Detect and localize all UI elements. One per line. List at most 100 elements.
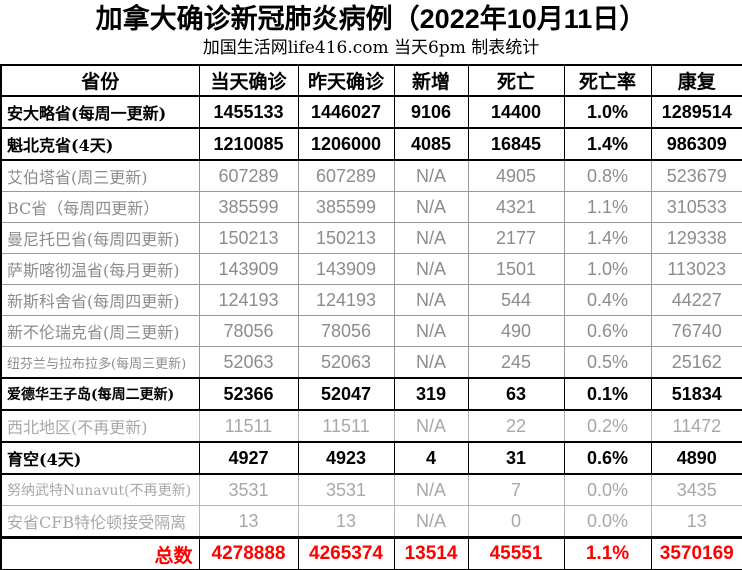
col-header-new: 新增 (393, 64, 469, 97)
cell-death_rate: 0.8% (563, 159, 652, 192)
cell-recovered: 3570169 (650, 536, 742, 570)
cell-province: 西北地区(不再更新) (0, 409, 200, 443)
cell-deaths: 45551 (467, 536, 565, 570)
cell-today: 143909 (198, 253, 299, 285)
table-row: 纽芬兰与拉布拉多(每周三更新) 52063 52063 N/A 245 0.5% 25162 (0, 346, 742, 379)
cell-yesterday: 3531 (297, 473, 395, 506)
cell-new: N/A (393, 253, 469, 285)
cell-new: N/A (393, 191, 469, 223)
cell-yesterday: 4265374 (297, 536, 395, 570)
cell-new: N/A (393, 315, 469, 347)
cell-province: 爱德华王子岛(每周二更新) (0, 377, 200, 411)
table-row: 曼尼托巴省(每周四更新) 150213 150213 N/A 2177 1.4% 12933… (0, 222, 742, 254)
cell-yesterday: 150213 (297, 222, 395, 254)
cell-province: 安大略省(每周一更新) (0, 95, 200, 129)
cell-deaths: 16845 (467, 127, 565, 161)
cell-death_rate: 0.5% (563, 346, 652, 379)
cell-deaths: 0 (467, 505, 565, 538)
table-row: 魁北克省(4天) 1210085 1206000 4085 16845 1.4% 98630… (0, 127, 742, 161)
cell-province: 育空(4天) (0, 441, 200, 475)
table-row: 安大略省(每周一更新) 1455133 1446027 9106 14400 1.0% 12… (0, 95, 742, 129)
cell-recovered: 76740 (650, 315, 742, 347)
cell-province: 纽芬兰与拉布拉多(每周三更新) (0, 346, 200, 379)
cell-today: 3531 (198, 473, 299, 506)
cell-province: 安省CFB特伦顿接受隔离 (0, 505, 200, 538)
cell-recovered: 4890 (650, 441, 742, 475)
cell-province: 新不伦瑞克省(周三更新) (0, 315, 200, 347)
page-title: 加拿大确诊新冠肺炎病例（2022年10月11日） (95, 4, 647, 34)
cell-today: 52366 (198, 377, 299, 411)
cell-deaths: 544 (467, 284, 565, 316)
cell-death_rate: 1.1% (563, 191, 652, 223)
cell-new: 4085 (393, 127, 469, 161)
cell-new: N/A (393, 346, 469, 379)
cell-death_rate: 0.0% (563, 505, 652, 538)
cell-death_rate: 1.4% (563, 222, 652, 254)
table-row: 爱德华王子岛(每周二更新) 52366 52047 319 63 0.1% 51834 (0, 377, 742, 411)
cell-today: 1210085 (198, 127, 299, 161)
cell-recovered: 3435 (650, 473, 742, 506)
cell-recovered: 25162 (650, 346, 742, 379)
cell-province: 曼尼托巴省(每周四更新) (0, 222, 200, 254)
cell-yesterday: 52063 (297, 346, 395, 379)
col-header-province: 省份 (0, 64, 200, 97)
cell-today: 11511 (198, 409, 299, 443)
page-subtitle: 加国生活网life416.com 当天6pm 制表统计 (202, 38, 540, 58)
table-row: 西北地区(不再更新) 11511 11511 N/A 22 0.2% 11472 (0, 409, 742, 443)
cell-death_rate: 1.4% (563, 127, 652, 161)
cell-recovered: 523679 (650, 159, 742, 192)
cell-new: N/A (393, 284, 469, 316)
table-row: 萨斯喀彻温省(每月更新) 143909 143909 N/A 1501 1.0% 11302… (0, 253, 742, 285)
cell-new: 13514 (393, 536, 469, 570)
cell-yesterday: 143909 (297, 253, 395, 285)
cell-yesterday: 124193 (297, 284, 395, 316)
cell-deaths: 2177 (467, 222, 565, 254)
cell-today: 607289 (198, 159, 299, 192)
table-row: 安省CFB特伦顿接受隔离 13 13 N/A 0 0.0% 13 (0, 505, 742, 538)
cell-recovered: 13 (650, 505, 742, 538)
cell-death_rate: 0.1% (563, 377, 652, 411)
cell-province: 艾伯塔省(周三更新) (0, 159, 200, 192)
cell-death_rate: 0.2% (563, 409, 652, 443)
cell-death_rate: 0.4% (563, 284, 652, 316)
cell-yesterday: 11511 (297, 409, 395, 443)
col-header-yesterday: 昨天确诊 (297, 64, 395, 97)
cell-today: 52063 (198, 346, 299, 379)
cell-today: 1455133 (198, 95, 299, 129)
cell-new: N/A (393, 159, 469, 192)
cell-new: 4 (393, 441, 469, 475)
cell-today: 150213 (198, 222, 299, 254)
cell-death_rate: 0.6% (563, 441, 652, 475)
cell-yesterday: 607289 (297, 159, 395, 192)
cell-yesterday: 1206000 (297, 127, 395, 161)
cell-province: 努纳武特Nunavut(不再更新) (0, 473, 200, 506)
cell-death_rate: 0.6% (563, 315, 652, 347)
cell-death_rate: 0.0% (563, 473, 652, 506)
total-row: 总数 4278888 4265374 13514 45551 1.1% 3570169 (0, 536, 742, 570)
cell-recovered: 1289514 (650, 95, 742, 129)
cell-new: N/A (393, 505, 469, 538)
header-row: 省份 当天确诊 昨天确诊 新增 死亡 死亡率 康复 (0, 64, 742, 97)
cell-deaths: 22 (467, 409, 565, 443)
table-row: BC省（每周四更新） 385599 385599 N/A 4321 1.1% 310533 (0, 191, 742, 223)
cell-yesterday: 385599 (297, 191, 395, 223)
cell-recovered: 986309 (650, 127, 742, 161)
table-body: 安大略省(每周一更新) 1455133 1446027 9106 14400 1.0% 12… (0, 95, 742, 570)
table-row: 艾伯塔省(周三更新) 607289 607289 N/A 4905 0.8% 523679 (0, 159, 742, 192)
cell-recovered: 129338 (650, 222, 742, 254)
cell-death_rate: 1.1% (563, 536, 652, 570)
cell-deaths: 490 (467, 315, 565, 347)
cell-province: 总数 (0, 536, 200, 570)
cell-recovered: 51834 (650, 377, 742, 411)
table-row: 新不伦瑞克省(周三更新) 78056 78056 N/A 490 0.6% 76740 (0, 315, 742, 347)
cell-province: 魁北克省(4天) (0, 127, 200, 161)
col-header-deaths: 死亡 (467, 64, 565, 97)
cell-deaths: 4321 (467, 191, 565, 223)
cell-recovered: 310533 (650, 191, 742, 223)
cell-death_rate: 1.0% (563, 95, 652, 129)
cell-today: 385599 (198, 191, 299, 223)
cell-deaths: 7 (467, 473, 565, 506)
cell-today: 124193 (198, 284, 299, 316)
cell-province: BC省（每周四更新） (0, 191, 200, 223)
